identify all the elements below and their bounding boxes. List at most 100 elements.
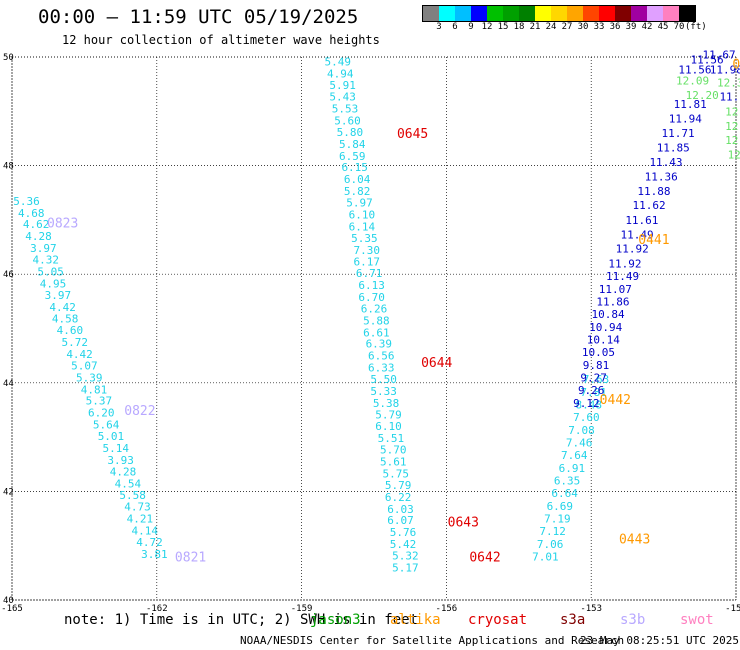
color-swatch [679,6,695,21]
color-swatch [487,6,503,21]
pass-time-label: 0643 [448,515,479,530]
wave-height-label: 5.51 [378,432,405,445]
wave-height-label: 4.42 [49,301,76,314]
wave-height-label: 11.71 [662,127,695,140]
wave-height-label: 6.61 [363,326,390,339]
wave-height-label: 4.60 [57,324,84,337]
wave-height-label: 11.59 [719,91,740,104]
wave-height-label: 11.98 [710,63,740,76]
wave-height-label: 5.84 [339,138,366,151]
wave-height-label: 4.81 [81,383,108,396]
wave-height-label: 11.07 [599,283,632,296]
color-swatch [647,6,663,21]
credit-text: NOAA/NESDIS Center for Satellite Applica… [240,634,625,647]
wave-height-label: 6.04 [344,173,371,186]
map-subtitle: 12 hour collection of altimeter wave hei… [62,33,380,47]
wave-height-label: 11.86 [596,295,629,308]
wave-height-label: 4.68 [18,207,45,220]
wave-height-label: 3.81 [141,548,168,561]
wave-height-label: 11.56 [678,63,711,76]
wave-height-label: 5.61 [380,456,407,469]
wave-height-label: 7.46 [566,437,593,450]
wave-height-label: 5.36 [13,195,40,208]
wave-height-label: 3.97 [30,242,57,255]
wave-height-label: 7.08 [568,424,595,437]
wave-height-label: 3.97 [45,289,72,302]
wave-height-label: 4.58 [52,313,79,326]
latitude-tick-label: 50 [3,53,14,63]
wave-height-label: 12.20 [686,89,719,102]
wave-height-label: 5.80 [337,126,364,139]
color-swatch [439,6,455,21]
wave-height-label: 6.91 [559,462,586,475]
wave-height-label: 4.42 [66,348,93,361]
legend-item-s3a: s3a [560,612,586,628]
wave-height-label: 5.38 [373,397,400,410]
wave-height-label: 12.3 [725,120,740,133]
color-scale-tick-label: 70 [673,22,685,32]
color-swatch [599,6,615,21]
pass-time-label: 0443 [619,533,650,548]
longitude-tick-label: -165 [1,604,23,614]
note-text: note: 1) Time is in UTC; 2) SWH is in fe… [64,612,419,628]
latitude-tick-label: 48 [3,162,14,172]
color-swatch [567,6,583,21]
wave-height-label: 10.94 [589,321,622,334]
wave-height-label: 7.64 [561,449,588,462]
wave-height-label: 7.30 [354,244,381,257]
wave-height-label: 7.01 [532,551,559,564]
color-scale-tick-label: 39 [625,22,637,32]
wave-height-label: 4.28 [25,230,52,243]
wave-height-label: 11.88 [637,185,670,198]
pass-time-label: 0823 [47,217,78,232]
pass-time-label: 0822 [124,404,155,419]
color-swatch [423,6,439,21]
color-swatch [503,6,519,21]
color-swatch [615,6,631,21]
wave-height-label: 11.94 [669,112,702,125]
wave-height-label: 7.60 [573,411,600,424]
wave-height-label: 6.20 [88,407,115,420]
pass-time-label: 0441 [638,233,669,248]
wave-height-label: 11.81 [674,98,707,111]
wave-height-label: 12.3 [725,105,740,118]
color-scale-tick-label: 6 [452,22,458,32]
wave-height-label: 5.07 [71,359,98,372]
color-scale-tick-label: 3 [436,22,442,32]
wave-height-label: 11.49 [606,270,639,283]
wave-height-label: 5.05 [37,265,64,278]
wave-height-label: 4.94 [327,67,354,80]
wave-height-label: 6.35 [554,475,581,488]
color-scale-tick-label: 30 [577,22,589,32]
wave-height-label: 6.22 [385,491,412,504]
wave-height-label: 5.64 [93,419,120,432]
wave-height-label: 6.70 [358,291,385,304]
wave-height-label: 11.62 [633,199,666,212]
wave-height-label: 6.39 [366,338,393,351]
wave-height-label: 9.26 [578,384,605,397]
wave-height-label: 5.97 [346,197,373,210]
longitude-tick-label: -150 [725,604,740,614]
wave-height-label: 6.71 [356,267,383,280]
wave-height-label: 4.72 [136,536,163,549]
wave-height-label: 6.10 [375,420,402,433]
wave-height-label: 7.19 [544,513,571,526]
wave-height-label: 4.21 [127,513,154,526]
latitude-tick-label: 44 [3,379,14,389]
wave-height-label: 5.33 [370,385,397,398]
wave-height-label: 4.54 [115,477,142,490]
color-scale-tick-label: 45 [657,22,669,32]
wave-height-label: 4.14 [131,524,158,537]
color-scale-tick-label: 15 [497,22,509,32]
wave-height-label: 6.14 [349,220,376,233]
wave-height-label: 11.61 [625,214,658,227]
color-scale-bar [422,5,696,22]
color-swatch [519,6,535,21]
timestamp-text: 23 May 08:25:51 UTC 2025 [580,634,739,647]
wave-height-label: 5.88 [363,314,390,327]
legend-item-jason3: jason3 [310,612,361,628]
color-scale-tick-label: (ft) [685,22,707,32]
wave-height-label: 6.15 [341,161,368,174]
wave-height-label: 5.58 [119,489,146,502]
latitude-tick-label: 42 [3,487,14,497]
